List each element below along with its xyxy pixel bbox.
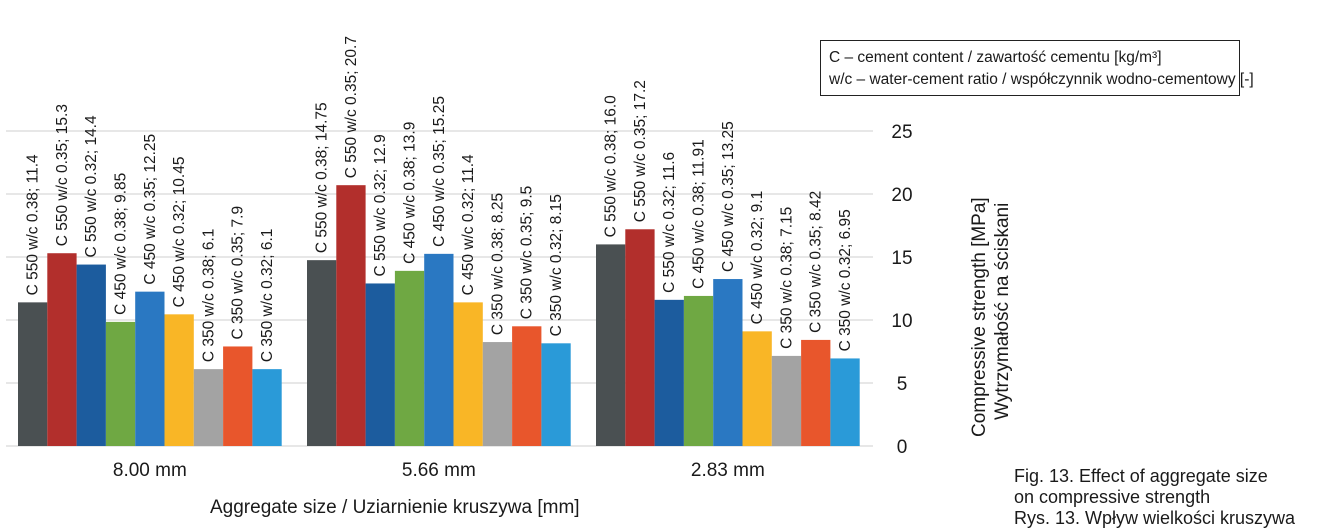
data-label: C 550 w/c 0.32; 12.9: [372, 134, 389, 276]
bar: [365, 283, 395, 446]
y-tick-label: 10: [891, 311, 912, 332]
bar: [307, 260, 337, 446]
data-label: C 550 w/c 0.35; 15.3: [54, 104, 71, 246]
bar: [801, 339, 831, 446]
legend-box: C – cement content / zawartość cementu […: [820, 40, 1254, 96]
legend-line-wc: w/c – water-cement ratio / współczynnik …: [829, 71, 1254, 88]
data-label: C 350 w/c 0.32; 6.1: [259, 229, 276, 363]
bar: [336, 185, 366, 446]
data-label: C 450 w/c 0.35; 12.25: [142, 134, 159, 285]
bar: [683, 295, 714, 446]
bar: [596, 244, 626, 446]
bar: [512, 326, 542, 446]
caption-line-3: Rys. 13. Wpływ wielkości kruszywa: [1014, 508, 1296, 528]
y-tick-label: 15: [891, 248, 912, 269]
bar: [424, 253, 454, 446]
category-label: 2.83 mm: [691, 460, 765, 481]
bar: [830, 358, 860, 446]
bar: [252, 369, 282, 446]
bar: [135, 291, 165, 446]
data-label: C 350 w/c 0.35; 8.42: [808, 191, 825, 333]
bar: [47, 253, 77, 446]
data-label: C 450 w/c 0.38; 11.91: [691, 139, 708, 289]
bar: [771, 355, 802, 446]
data-label: C 450 w/c 0.32; 11.4: [460, 154, 477, 295]
data-label: C 550 w/c 0.32; 14.4: [83, 115, 100, 258]
data-label: C 350 w/c 0.35; 7.9: [230, 206, 247, 340]
bar: [76, 264, 106, 446]
bar: [742, 331, 772, 446]
y-axis-title: Compressive strength [MPa]: [969, 197, 990, 437]
data-label: C 450 w/c 0.32; 9.1: [749, 191, 766, 325]
y-tick-label: 20: [891, 185, 912, 206]
data-label: C 350 w/c 0.38; 7.15: [778, 207, 795, 349]
data-label: C 550 w/c 0.38; 16.0: [603, 95, 620, 238]
data-label: C 550 w/c 0.38; 14.75: [314, 102, 331, 253]
caption-line-1: Fig. 13. Effect of aggregate size: [1014, 466, 1268, 486]
data-label: C 450 w/c 0.38; 9.85: [113, 173, 130, 315]
bar: [18, 302, 48, 446]
data-label: C 350 w/c 0.32; 8.15: [548, 194, 565, 336]
data-label: C 350 w/c 0.38; 6.1: [200, 229, 217, 363]
bar: [482, 342, 513, 446]
y-tick-label: 5: [897, 374, 908, 395]
data-label: C 450 w/c 0.32; 10.45: [171, 157, 188, 308]
bar: [164, 314, 194, 446]
data-label: C 350 w/c 0.38; 8.25: [489, 193, 506, 335]
figure-caption: Fig. 13. Effect of aggregate size on com…: [1014, 466, 1295, 529]
bar: [541, 343, 571, 446]
bar: [713, 279, 743, 446]
data-label: C 450 w/c 0.35; 15.25: [431, 96, 448, 247]
bar: [453, 302, 483, 446]
data-label: C 350 w/c 0.32; 6.95: [837, 209, 854, 351]
legend-line-cement: C – cement content / zawartość cementu […: [829, 49, 1162, 66]
bar: [223, 346, 253, 446]
data-label: C 450 w/c 0.35; 13.25: [720, 121, 737, 272]
bar: [105, 321, 136, 446]
category-label: 5.66 mm: [402, 460, 476, 481]
y-tick-label: 0: [897, 437, 908, 458]
data-label: C 550 w/c 0.35; 17.2: [632, 80, 649, 222]
y-tick-label: 25: [891, 122, 912, 143]
data-label: C 450 w/c 0.38; 13.9: [402, 122, 419, 264]
data-label: C 550 w/c 0.32; 11.6: [661, 152, 678, 293]
category-label: 8.00 mm: [113, 460, 187, 481]
caption-line-2: on compressive strength: [1014, 487, 1211, 507]
x-axis-title: Aggregate size / Uziarnienie kruszywa [m…: [210, 497, 580, 518]
y-axis-title-polish: Wytrzymałość na ściskani: [992, 203, 1013, 420]
bar: [625, 229, 655, 446]
bar: [654, 299, 684, 446]
data-label: C 550 w/c 0.38; 11.4: [25, 154, 42, 295]
bar: [193, 369, 224, 446]
data-label: C 550 w/c 0.35; 20.7: [343, 36, 360, 178]
bar: [394, 270, 425, 446]
data-label: C 350 w/c 0.35; 9.5: [519, 186, 536, 320]
